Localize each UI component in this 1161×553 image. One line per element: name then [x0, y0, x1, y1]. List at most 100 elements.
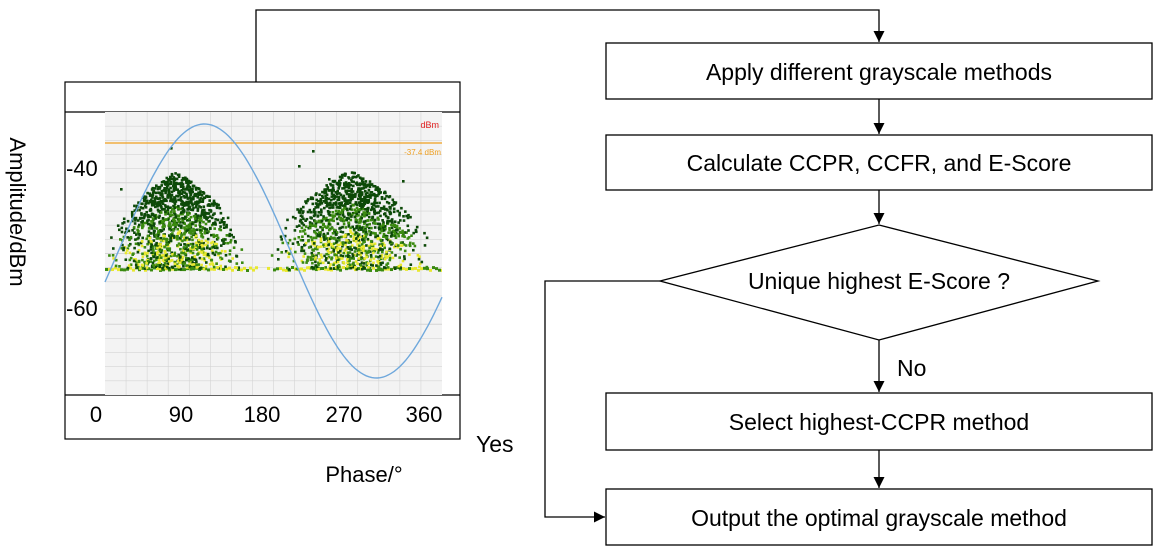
prpd-discharge-point — [368, 222, 371, 226]
prpd-discharge-point — [194, 213, 198, 216]
prpd-discharge-point — [339, 230, 343, 233]
prpd-discharge-point — [149, 260, 152, 263]
prpd-discharge-point — [339, 257, 343, 260]
prpd-discharge-point — [357, 251, 361, 255]
prpd-discharge-point — [214, 250, 218, 254]
prpd-discharge-point — [137, 236, 140, 240]
prpd-discharge-point — [362, 265, 365, 268]
prpd-noise-point — [222, 267, 225, 271]
prpd-discharge-point — [360, 216, 363, 220]
prpd-outlier-point — [328, 178, 331, 181]
prpd-discharge-point — [381, 261, 384, 265]
prpd-discharge-point — [379, 214, 382, 218]
prpd-discharge-point — [328, 210, 331, 214]
prpd-discharge-point — [179, 207, 182, 211]
prpd-discharge-point — [403, 235, 406, 239]
prpd-discharge-point — [167, 206, 171, 210]
prpd-discharge-point — [353, 250, 357, 253]
prpd-discharge-point — [341, 235, 345, 238]
prpd-discharge-point — [390, 231, 393, 234]
prpd-noise-point — [228, 266, 231, 270]
prpd-discharge-point — [312, 242, 316, 245]
prpd-discharge-point — [350, 180, 354, 183]
prpd-discharge-point — [354, 265, 357, 269]
prpd-discharge-point — [358, 182, 362, 185]
prpd-discharge-point — [329, 263, 332, 266]
prpd-discharge-point — [403, 249, 407, 253]
prpd-discharge-point — [408, 243, 411, 247]
prpd-discharge-point — [397, 264, 401, 268]
prpd-discharge-point — [351, 244, 354, 247]
prpd-discharge-point — [335, 192, 339, 195]
prpd-discharge-point — [180, 192, 184, 195]
prpd-discharge-point — [139, 241, 143, 245]
prpd-discharge-point — [302, 217, 305, 221]
prpd-panel: dBm -37.4 dBm -40 -60 0 90 180 270 360 A… — [5, 81, 461, 487]
prpd-discharge-point — [404, 210, 407, 213]
prpd-discharge-point — [370, 208, 373, 212]
prpd-discharge-point — [179, 196, 183, 199]
prpd-discharge-point — [361, 213, 364, 216]
prpd-discharge-point — [192, 195, 195, 199]
prpd-discharge-point — [328, 237, 332, 240]
prpd-noise-point — [315, 268, 318, 272]
prpd-discharge-point — [196, 253, 199, 256]
prpd-discharge-point — [276, 248, 280, 251]
prpd-discharge-point — [357, 188, 360, 192]
prpd-discharge-point — [347, 217, 351, 220]
prpd-discharge-point — [185, 245, 189, 248]
prpd-discharge-point — [308, 221, 312, 224]
prpd-phase-reference-sine — [104, 123, 443, 379]
prpd-discharge-point — [167, 179, 171, 182]
prpd-discharge-point — [192, 184, 196, 188]
prpd-discharge-point — [370, 248, 374, 251]
prpd-discharge-point — [356, 262, 359, 266]
prpd-discharge-point — [193, 256, 197, 260]
prpd-discharge-point — [128, 238, 131, 242]
prpd-discharge-point — [204, 222, 208, 226]
prpd-discharge-point — [311, 202, 315, 206]
prpd-discharge-point — [151, 220, 155, 224]
prpd-discharge-point — [214, 218, 217, 221]
prpd-discharge-point — [363, 234, 366, 238]
prpd-discharge-point — [159, 236, 163, 240]
prpd-discharge-point — [337, 187, 340, 190]
prpd-discharge-point — [328, 218, 332, 222]
prpd-discharge-point — [332, 263, 335, 267]
prpd-discharge-point — [307, 246, 311, 249]
prpd-discharge-point — [171, 207, 174, 211]
prpd-discharge-point — [349, 266, 353, 270]
prpd-discharge-point — [365, 225, 369, 228]
prpd-discharge-point — [381, 239, 384, 242]
prpd-discharge-point — [155, 241, 158, 245]
prpd-discharge-point — [392, 224, 396, 228]
prpd-discharge-point — [158, 220, 161, 224]
prpd-noise-point — [207, 268, 210, 272]
prpd-discharge-point — [171, 200, 175, 203]
prpd-discharge-point — [324, 199, 328, 203]
prpd-discharge-point — [365, 223, 369, 227]
prpd-discharge-point — [345, 183, 349, 187]
prpd-discharge-point — [174, 187, 178, 190]
prpd-discharge-point — [186, 181, 190, 185]
prpd-discharge-point — [359, 257, 362, 261]
prpd-discharge-point — [165, 265, 169, 269]
prpd-discharge-point — [409, 263, 413, 266]
prpd-discharge-point — [216, 246, 219, 250]
prpd-discharge-point — [388, 210, 391, 214]
prpd-discharge-point — [145, 199, 149, 203]
prpd-discharge-point — [382, 235, 385, 238]
prpd-discharge-point — [171, 213, 174, 217]
prpd-discharge-point — [327, 247, 330, 251]
prpd-discharge-point — [204, 229, 207, 232]
prpd-discharge-point — [350, 248, 353, 251]
prpd-discharge-point — [177, 198, 180, 202]
prpd-discharge-point — [425, 236, 429, 240]
prpd-discharge-point — [280, 251, 283, 254]
prpd-discharge-point — [160, 254, 164, 257]
prpd-discharge-point — [141, 236, 144, 240]
prpd-discharge-point — [322, 234, 325, 237]
prpd-discharge-point — [321, 190, 324, 194]
prpd-discharge-point — [181, 219, 185, 222]
prpd-discharge-point — [361, 198, 364, 201]
